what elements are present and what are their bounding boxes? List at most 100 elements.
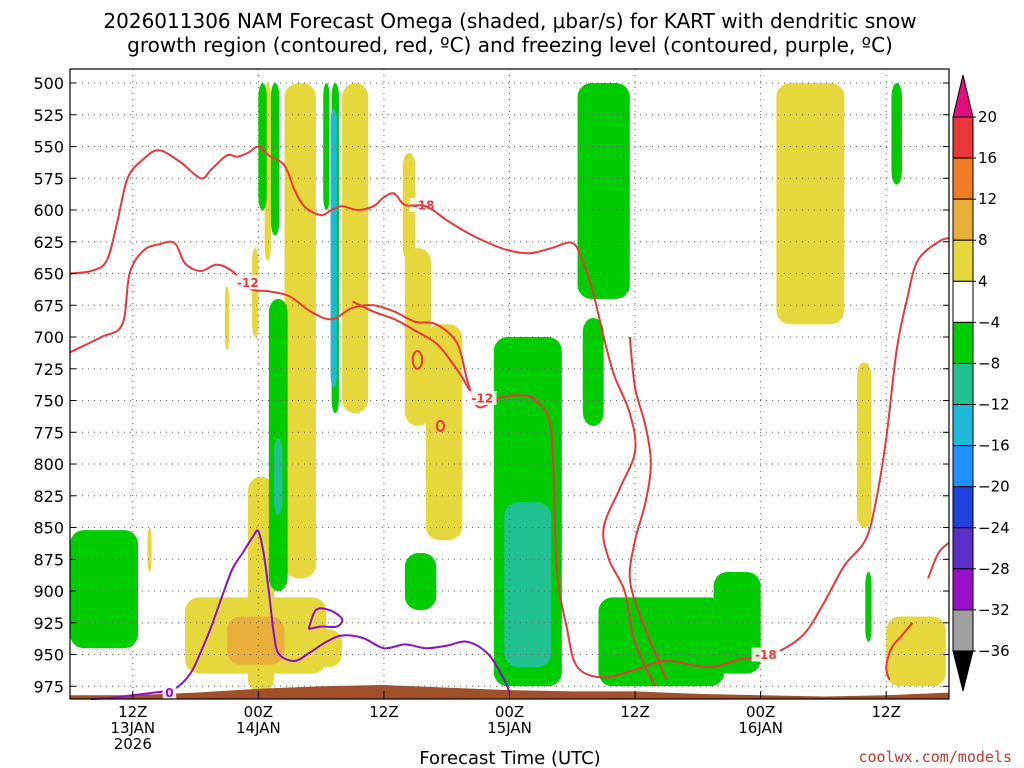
colorbar-bin	[952, 321, 974, 364]
omega-region-21	[70, 530, 139, 649]
colorbar-label: −4	[978, 313, 1000, 331]
freezing-level-contour-label: 0	[165, 686, 173, 700]
temperature-label-bg	[468, 390, 497, 405]
x-tick-label: 12Z	[872, 703, 901, 721]
x-tick-label: 00Z	[746, 703, 775, 721]
colorbar-label: 20	[978, 108, 997, 126]
y-tick-label: 925	[33, 614, 64, 633]
x-tick-label: 00Z	[244, 703, 273, 721]
y-tick-label: 850	[33, 519, 64, 538]
omega-region-10	[402, 152, 416, 261]
temperature-contour-3	[628, 336, 668, 681]
colorbar-bin	[952, 239, 974, 282]
colorbar-label: 16	[978, 149, 997, 167]
freezing-level-contour-0	[132, 529, 511, 697]
y-tick-label: 875	[33, 550, 64, 569]
omega-region-27	[713, 571, 761, 674]
chart-title-line2: growth region (contoured, red, ºC) and f…	[127, 33, 893, 57]
x-tick-label: 13JAN	[110, 719, 155, 737]
temperature-contour-label: -12	[237, 276, 259, 290]
omega-region-15	[886, 616, 946, 687]
temperature-loop-1	[435, 419, 446, 433]
temperature-contour-label: -18	[755, 648, 777, 662]
omega-region-12	[425, 324, 463, 541]
credit-text: coolwx.com/models	[858, 748, 1012, 766]
omega-region-24	[577, 83, 630, 299]
colorbar-top-arrow	[952, 74, 974, 118]
colorbar-bin	[952, 116, 974, 159]
plot-area: -18-12-12-18 0	[69, 68, 950, 700]
colorbar-label: −28	[978, 560, 1010, 578]
x-tick-label: 16JAN	[738, 719, 783, 737]
temperature-loop-0	[411, 349, 424, 370]
temperature-contour-4	[885, 622, 914, 681]
colorbar-bin	[952, 527, 974, 570]
y-tick-label: 650	[33, 265, 64, 284]
y-tick-label: 750	[33, 392, 64, 411]
omega-region-26	[598, 597, 725, 687]
chart-title-line1: 2026011306 NAM Forecast Omega (shaded, μ…	[103, 9, 916, 33]
omega-region-32	[330, 108, 337, 388]
x-tick-label: 15JAN	[487, 719, 532, 737]
y-tick-label: 500	[33, 74, 64, 93]
omega-region-5	[224, 286, 230, 350]
x-tick-label: 12Z	[620, 703, 649, 721]
y-tick-label: 775	[33, 423, 64, 442]
colorbar-label: −36	[978, 642, 1010, 660]
x-tick-label: 12Z	[369, 703, 398, 721]
y-tick-label: 900	[33, 582, 64, 601]
omega-region-14	[856, 362, 872, 528]
x-axis-label: Forecast Time (UTC)	[419, 748, 600, 768]
omega-region-22	[404, 552, 437, 611]
omega-region-25	[582, 317, 604, 426]
colorbar-label: −12	[978, 396, 1010, 414]
colorbar-label: −32	[978, 601, 1010, 619]
temperature-contour-layer: -18-12-12-18	[69, 145, 950, 687]
x-tick-label: 14JAN	[236, 719, 281, 737]
colorbar-bin	[952, 568, 974, 611]
y-tick-label: 725	[33, 360, 64, 379]
colorbar-bin	[952, 280, 974, 323]
y-tick-label: 950	[33, 646, 64, 665]
y-tick-label: 600	[33, 201, 64, 220]
y-tick-label: 675	[33, 296, 64, 315]
colorbar-label: −20	[978, 478, 1010, 496]
omega-region-3	[226, 616, 285, 665]
colorbar-bin	[952, 486, 974, 529]
colorbar-label: 8	[978, 231, 988, 249]
temperature-contour-1	[69, 145, 657, 687]
x-tick-label: 12Z	[118, 703, 147, 721]
colorbar-bottom-arrow	[952, 650, 974, 692]
colorbar-bin	[952, 404, 974, 447]
omega-region-6	[252, 248, 259, 338]
colorbar-bin	[952, 157, 974, 200]
colorbar-bin	[952, 198, 974, 241]
omega-region-31	[274, 438, 283, 515]
grid-layer	[70, 69, 949, 699]
temperature-label-bg	[233, 275, 263, 290]
y-axis: 500 525 550 575 600 625 650 675 700 725 750 775 800 8…	[33, 74, 949, 696]
colorbar-label: 4	[978, 272, 988, 290]
omega-region-8	[284, 83, 316, 579]
y-tick-label: 525	[33, 106, 64, 125]
colorbar-label: −24	[978, 519, 1010, 537]
temperature-contour-label: -12	[471, 391, 493, 405]
colorbar-label: 12	[978, 190, 997, 208]
x-tick-label: 2026	[114, 735, 152, 753]
omega-region-9	[342, 83, 369, 414]
temperature-contour-0	[69, 237, 950, 679]
y-tick-label: 975	[33, 677, 64, 696]
omega-region-11	[404, 248, 432, 426]
colorbar-bin	[952, 609, 974, 652]
omega-region-18	[323, 83, 330, 211]
temperature-label-bg	[751, 647, 781, 662]
colorbar: 20 16 12 8 4 −4 −8 −12 −16 −20 −24 −28 −32 −36	[952, 74, 1010, 692]
colorbar-label: −16	[978, 437, 1010, 455]
y-tick-label: 825	[33, 487, 64, 506]
omega-region-4	[147, 527, 152, 572]
y-tick-label: 625	[33, 233, 64, 252]
colorbar-bin	[952, 362, 974, 406]
omega-region-30	[504, 502, 552, 668]
